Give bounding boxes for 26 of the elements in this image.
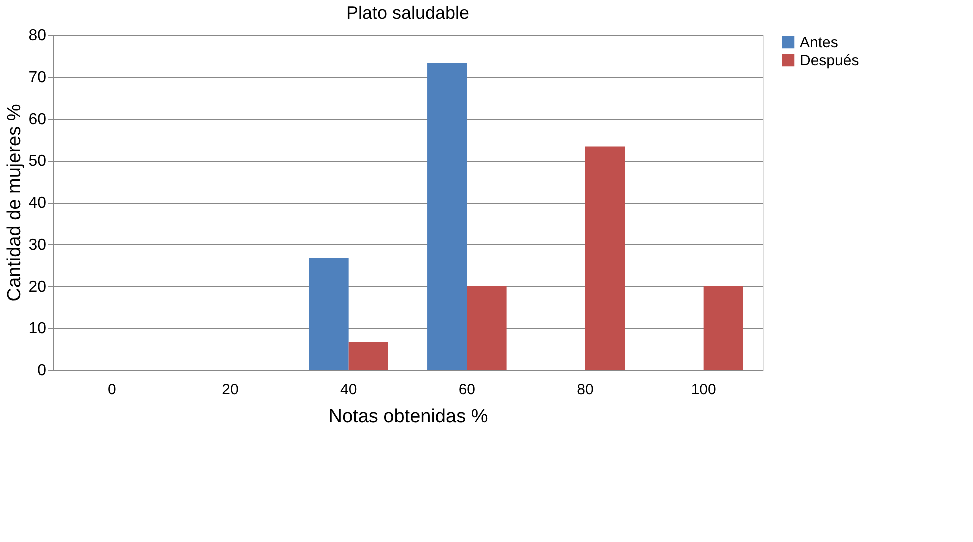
legend-label: Antes bbox=[800, 34, 838, 52]
x-axis-title: Notas obtenidas % bbox=[328, 406, 488, 428]
y-tick-label: 10 bbox=[28, 320, 47, 338]
y-tick-label: 60 bbox=[28, 111, 47, 128]
chart-title: Plato saludable bbox=[346, 3, 470, 23]
y-tick-label: 80 bbox=[28, 28, 47, 44]
x-tick-label: 60 bbox=[458, 382, 476, 398]
y-tick-label: 70 bbox=[28, 69, 47, 86]
y-tick-label: 20 bbox=[28, 278, 47, 296]
x-tick-label: 100 bbox=[691, 382, 716, 398]
x-tick-label: 20 bbox=[222, 382, 239, 398]
y-tick-label: 30 bbox=[28, 236, 47, 254]
bar bbox=[309, 258, 349, 370]
bar bbox=[428, 63, 468, 370]
x-tick-label: 40 bbox=[340, 382, 358, 398]
x-tick-label: 80 bbox=[577, 382, 594, 398]
y-axis-title: Cantidad de mujeres % bbox=[4, 104, 26, 302]
x-tick-label: 0 bbox=[108, 382, 116, 398]
bar bbox=[467, 286, 507, 370]
y-tick-label: 50 bbox=[28, 153, 47, 170]
bar bbox=[704, 286, 744, 370]
bar bbox=[348, 342, 388, 370]
y-tick-label: 0 bbox=[38, 362, 47, 380]
y-tick-label: 40 bbox=[28, 195, 47, 212]
legend-label: Después bbox=[800, 52, 860, 70]
bar bbox=[586, 146, 626, 370]
